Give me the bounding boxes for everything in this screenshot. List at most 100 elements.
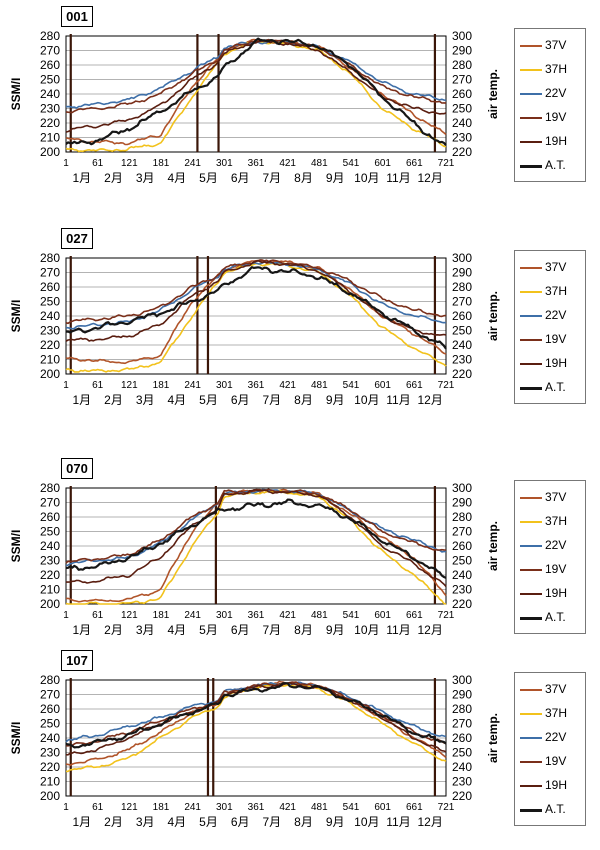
month-label: 8月 (294, 815, 313, 829)
legend-swatch (520, 93, 542, 95)
y2-tick-label: 250 (452, 554, 472, 568)
legend-swatch (520, 521, 542, 523)
legend-swatch (520, 809, 542, 812)
x-tick-label: 601 (374, 158, 391, 169)
x-tick-label: 181 (153, 158, 170, 169)
y2-axis-label: air temp. (486, 291, 500, 341)
y2-tick-label: 250 (452, 746, 472, 760)
x-tick-label: 721 (438, 380, 455, 391)
y2-tick-label: 290 (452, 688, 472, 702)
y-tick-label: 260 (40, 702, 60, 716)
legend-label: 37V (545, 38, 567, 52)
x-tick-label: 301 (216, 158, 233, 169)
y-tick-label: 240 (40, 539, 60, 553)
y-axis-label: SSM/I (9, 530, 23, 563)
month-label: 9月 (326, 623, 345, 637)
y-tick-label: 200 (40, 789, 60, 803)
month-label: 5月 (199, 623, 218, 637)
legend-item: 19V (515, 559, 585, 581)
x-tick-label: 361 (248, 158, 265, 169)
legend-item: 19H (515, 583, 585, 605)
y-tick-label: 270 (40, 44, 60, 58)
y-tick-label: 200 (40, 597, 60, 611)
x-tick-label: 1 (63, 610, 69, 621)
month-label: 8月 (294, 171, 313, 185)
x-tick-label: 661 (406, 380, 423, 391)
line-chart: 2802702602502402302202102003002902802702… (9, 251, 500, 407)
series-line-19h (65, 259, 447, 342)
month-label: 4月 (167, 171, 186, 185)
month-label: 10月 (354, 393, 379, 407)
y2-tick-label: 240 (452, 760, 472, 774)
y-tick-label: 230 (40, 746, 60, 760)
legend-swatch (520, 737, 542, 739)
y-tick-label: 260 (40, 280, 60, 294)
legend-item: A.T. (515, 799, 585, 821)
legend-item: 22V (515, 535, 585, 557)
plot-frame (65, 487, 447, 605)
legend-item: 37V (515, 257, 585, 279)
y-tick-label: 240 (40, 309, 60, 323)
station-label: 070 (61, 458, 93, 479)
month-label: 2月 (104, 171, 123, 185)
y2-tick-label: 240 (452, 338, 472, 352)
month-label: 1月 (72, 171, 91, 185)
y-tick-label: 270 (40, 688, 60, 702)
legend-item: 37V (515, 35, 585, 57)
month-label: 2月 (104, 623, 123, 637)
x-tick-label: 61 (92, 380, 104, 391)
series-line-at (65, 37, 447, 146)
month-label: 12月 (417, 171, 442, 185)
month-label: 4月 (167, 815, 186, 829)
x-tick-label: 241 (184, 380, 201, 391)
y2-tick-label: 300 (452, 29, 472, 43)
x-tick-label: 241 (184, 158, 201, 169)
legend-swatch (520, 69, 542, 71)
y2-tick-label: 280 (452, 510, 472, 524)
legend-swatch (520, 689, 542, 691)
x-tick-label: 361 (248, 802, 265, 813)
month-label: 9月 (326, 171, 345, 185)
y2-tick-label: 230 (452, 353, 472, 367)
y2-tick-label: 260 (452, 539, 472, 553)
legend-swatch (520, 45, 542, 47)
month-label: 1月 (72, 393, 91, 407)
legend-item: 22V (515, 83, 585, 105)
x-tick-label: 601 (374, 380, 391, 391)
y-tick-label: 250 (40, 295, 60, 309)
y2-tick-label: 270 (452, 717, 472, 731)
legend-item: 22V (515, 305, 585, 327)
x-tick-label: 601 (374, 802, 391, 813)
legend-swatch (520, 387, 542, 390)
series-line-19h (66, 489, 447, 588)
x-tick-label: 121 (121, 380, 138, 391)
x-tick-label: 481 (311, 610, 328, 621)
legend-item: A.T. (515, 607, 585, 629)
x-tick-label: 61 (92, 610, 104, 621)
y2-tick-label: 300 (452, 481, 472, 495)
legend-item: 19V (515, 107, 585, 129)
y-tick-label: 210 (40, 131, 60, 145)
series-line-22v (65, 260, 447, 330)
legend-label: A.T. (545, 380, 566, 394)
line-chart: 2802702602502402302202102003002902802702… (9, 673, 500, 829)
series-line-19v (65, 488, 447, 564)
legend-label: 19H (545, 586, 568, 600)
chart-panel-070: 070 280 270 260 250 240 230 220 210 200 300 290 280 2… (0, 458, 600, 658)
y2-tick-label: 280 (452, 58, 472, 72)
y-tick-label: 220 (40, 568, 60, 582)
y-tick-label: 240 (40, 87, 60, 101)
legend-label: 22V (545, 308, 567, 322)
legend-label: 19V (545, 562, 567, 576)
chart-panel-107: 107 280 270 260 250 240 230 220 210 200 300 290 280 2… (0, 650, 600, 850)
legend-item: 19V (515, 329, 585, 351)
series-line-37h (65, 40, 447, 153)
x-tick-label: 541 (343, 802, 360, 813)
legend-item: A.T. (515, 155, 585, 177)
y2-tick-label: 280 (452, 702, 472, 716)
y-tick-label: 220 (40, 338, 60, 352)
legend-swatch (520, 785, 542, 787)
x-tick-label: 181 (153, 380, 170, 391)
x-tick-label: 541 (343, 610, 360, 621)
series-line-19v (66, 681, 447, 747)
